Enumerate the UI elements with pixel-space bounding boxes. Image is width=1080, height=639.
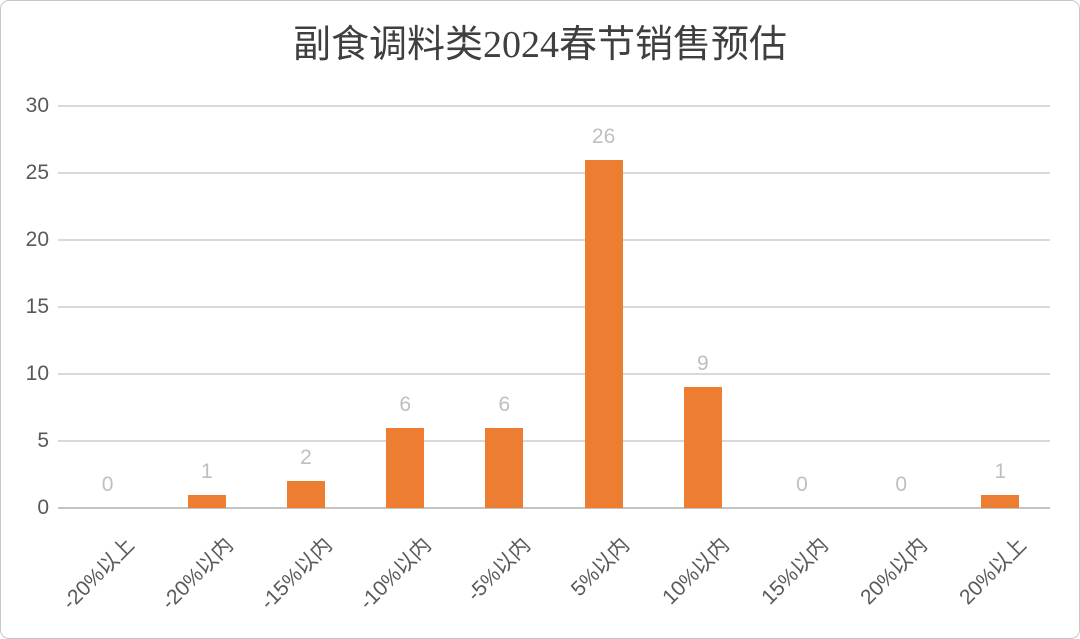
x-category-label-text: -20%以上	[57, 533, 139, 615]
gridline	[58, 239, 1050, 241]
x-category-label-text: -20%以内	[156, 533, 238, 615]
x-category-label-text: 20%以内	[856, 533, 932, 610]
bar	[683, 387, 722, 508]
bar-value-label: 9	[696, 352, 709, 376]
y-tick-label: 0	[37, 496, 49, 519]
bar	[287, 481, 325, 508]
gridline	[58, 172, 1050, 174]
bar-value-label: 2	[300, 446, 312, 470]
x-category-label-text: -5%以内	[462, 533, 536, 606]
x-category-label-text: 15%以内	[757, 533, 833, 610]
x-category-label-text: 5%以内	[566, 533, 635, 601]
y-tick-label: 5	[37, 429, 49, 452]
y-tick-label: 30	[25, 94, 49, 117]
bar	[187, 494, 226, 508]
bar-value-label: 0	[796, 473, 808, 496]
bar-value-label: 0	[101, 473, 114, 496]
bar	[485, 427, 524, 508]
x-category-label-text: -15%以内	[256, 533, 337, 615]
bar-value-label: 26	[591, 124, 616, 148]
gridline	[58, 373, 1050, 375]
bar	[981, 494, 1020, 508]
bar-value-label: 1	[200, 459, 213, 483]
chart-title: 副食调料类2024春节销售预估	[292, 24, 787, 66]
bar-value-label: 6	[498, 392, 511, 416]
y-tick-label: 10	[25, 362, 49, 385]
x-axis-line	[58, 507, 1050, 509]
bar	[584, 159, 623, 508]
x-category-label-text: -10%以内	[355, 533, 436, 615]
bar-value-label: 1	[994, 459, 1007, 483]
y-tick-label: 15	[25, 295, 49, 318]
x-category-label-text: 10%以内	[657, 533, 734, 610]
gridline	[58, 440, 1050, 442]
gridline	[58, 105, 1050, 107]
gridline	[58, 306, 1050, 308]
bar-value-label: 0	[895, 473, 908, 496]
bar	[386, 427, 425, 508]
y-tick-label: 20	[25, 228, 49, 251]
y-tick-label: 25	[25, 161, 49, 184]
bar-value-label: 6	[399, 392, 412, 416]
x-category-label-text: 20%以上	[955, 533, 1032, 610]
